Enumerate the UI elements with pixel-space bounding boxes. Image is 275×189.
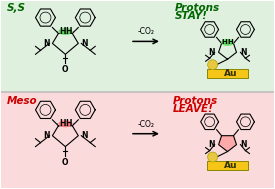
Ellipse shape xyxy=(221,39,234,46)
Ellipse shape xyxy=(58,28,72,35)
Text: H: H xyxy=(59,119,66,128)
Text: H: H xyxy=(65,27,72,36)
Text: H: H xyxy=(65,119,72,128)
Text: -CO₂: -CO₂ xyxy=(138,27,155,36)
Text: Protons: Protons xyxy=(173,96,218,106)
Text: N: N xyxy=(43,131,50,140)
Text: N: N xyxy=(240,140,247,149)
Text: N: N xyxy=(81,39,88,48)
Text: N: N xyxy=(81,131,88,140)
Text: S,S: S,S xyxy=(7,3,26,13)
Ellipse shape xyxy=(58,120,72,127)
Text: H: H xyxy=(228,39,233,45)
Text: N: N xyxy=(208,48,215,57)
Text: O: O xyxy=(62,158,69,167)
Text: STAY!: STAY! xyxy=(175,11,208,21)
Text: N: N xyxy=(43,39,50,48)
FancyBboxPatch shape xyxy=(0,92,275,189)
FancyBboxPatch shape xyxy=(0,0,275,97)
FancyBboxPatch shape xyxy=(207,161,248,170)
Text: H: H xyxy=(59,27,66,36)
Text: H: H xyxy=(222,39,227,45)
FancyBboxPatch shape xyxy=(207,69,248,78)
Text: -CO₂: -CO₂ xyxy=(138,120,155,129)
Text: O: O xyxy=(62,65,69,74)
Polygon shape xyxy=(219,136,236,152)
Text: Protons: Protons xyxy=(175,3,220,13)
Text: N: N xyxy=(240,48,247,57)
Circle shape xyxy=(208,60,218,70)
Text: N: N xyxy=(208,140,215,149)
Circle shape xyxy=(208,152,218,162)
Text: Meso: Meso xyxy=(7,96,37,106)
Text: LEAVE!: LEAVE! xyxy=(173,104,214,114)
Text: Au: Au xyxy=(224,69,237,78)
Text: Au: Au xyxy=(224,161,237,170)
